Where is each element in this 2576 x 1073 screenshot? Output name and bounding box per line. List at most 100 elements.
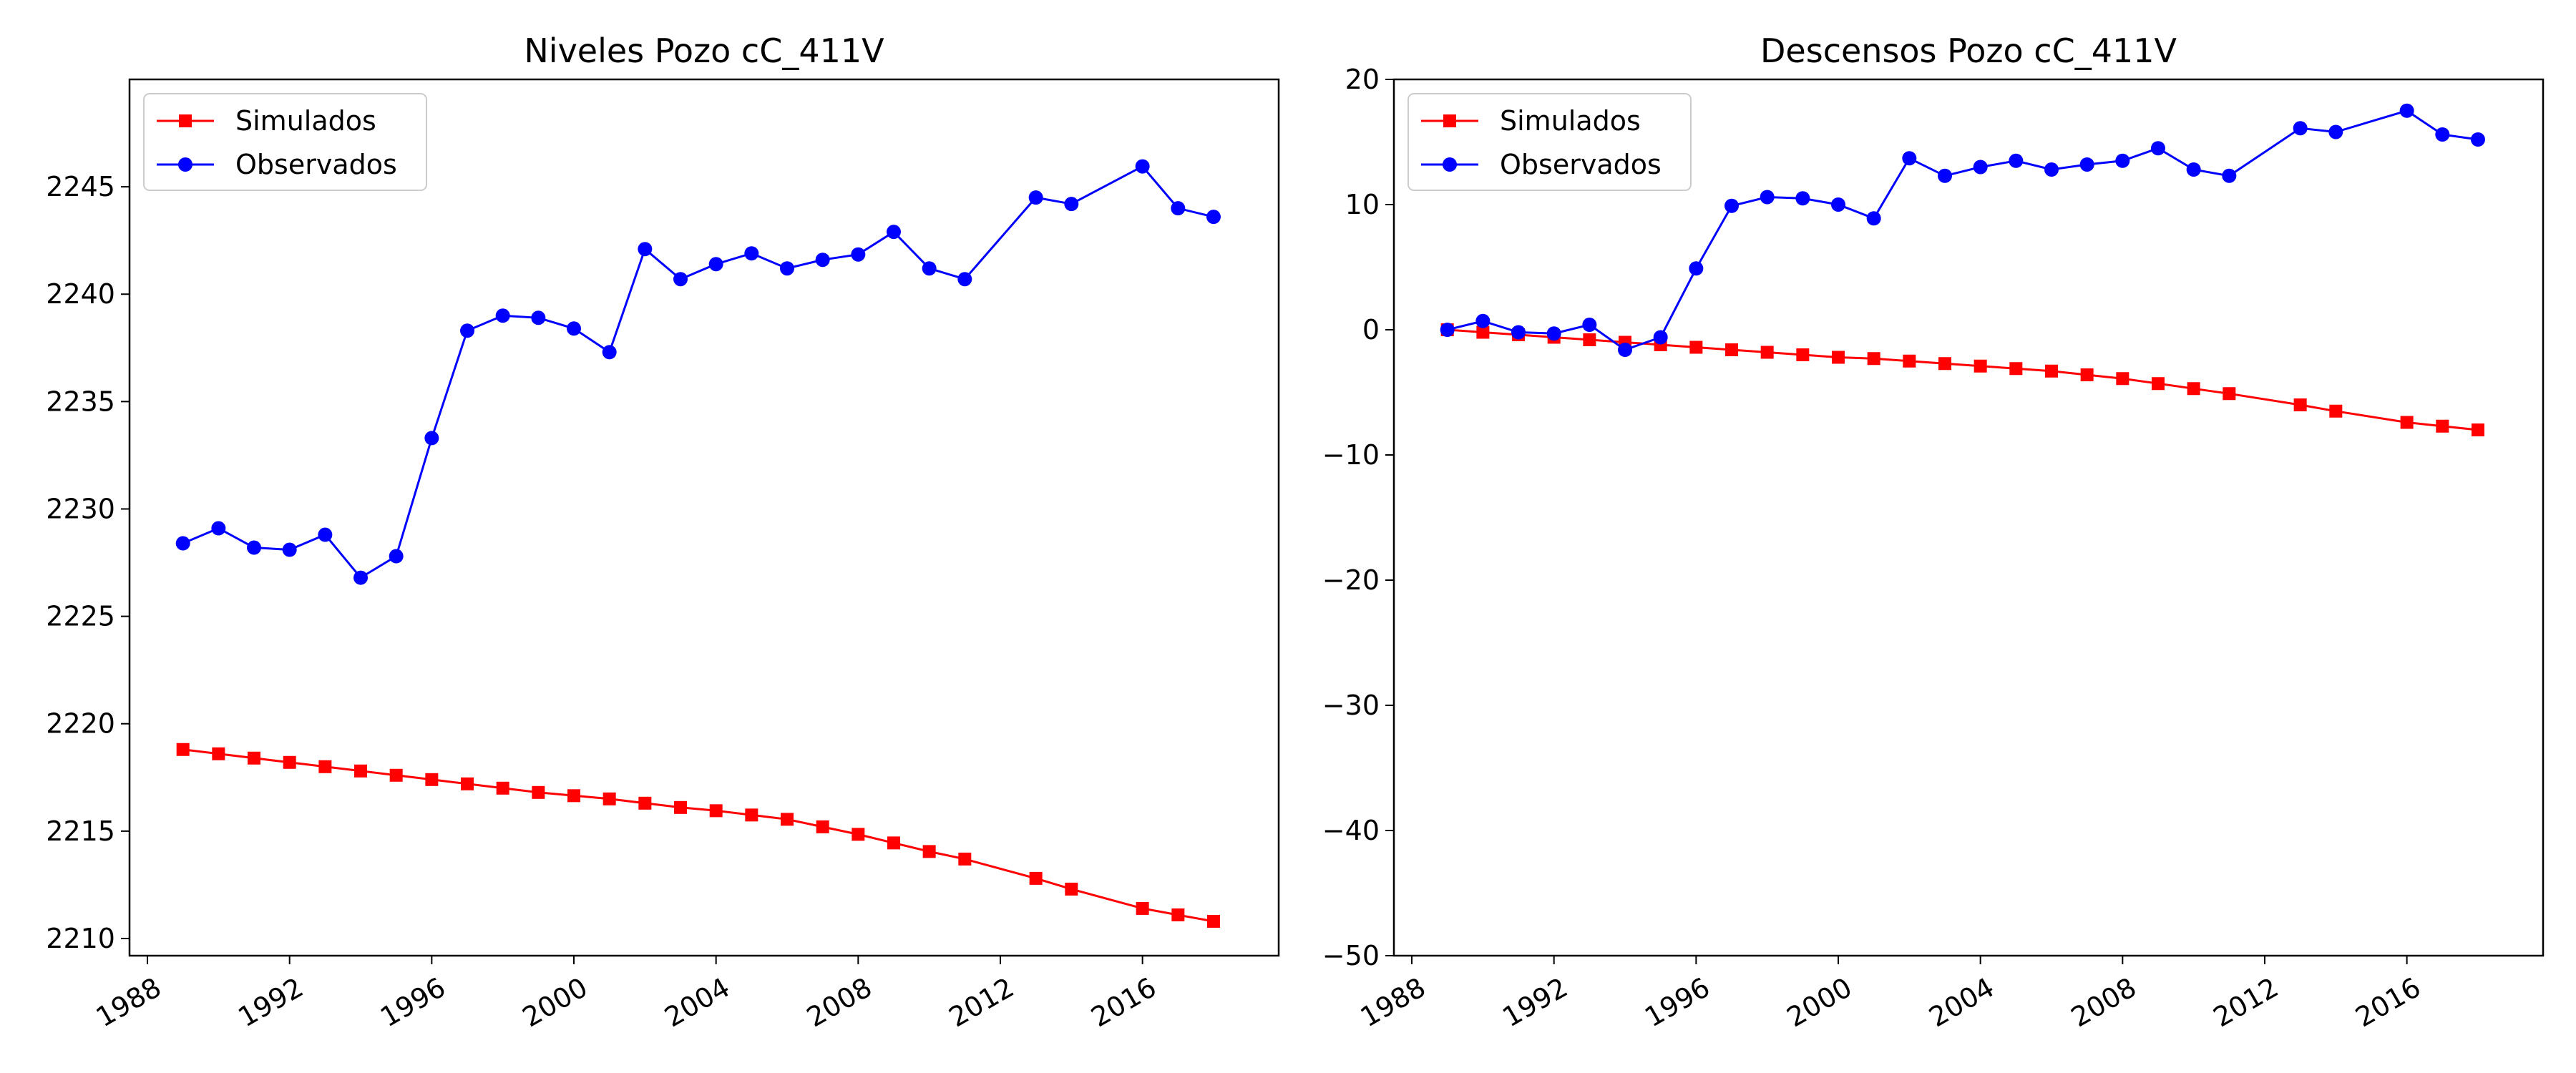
data-point [2293, 398, 2307, 411]
data-point [1511, 325, 1526, 340]
legend-label: Observados [235, 149, 397, 180]
data-point [1065, 882, 1078, 896]
x-tick-label: 2004 [1923, 971, 1999, 1033]
data-point [2222, 168, 2237, 183]
legend-box [143, 93, 427, 191]
data-point [2470, 132, 2485, 147]
legend-label: Simulados [235, 105, 376, 137]
data-point [922, 261, 937, 276]
legend-marker [1443, 157, 1457, 172]
chart-panel-2: Descensos Pozo cC_411V 1988 1992 1996 2000 20… [1322, 31, 2545, 1033]
data-point [922, 845, 936, 858]
data-point [1029, 871, 1043, 885]
data-point [1832, 351, 1845, 364]
data-point [567, 789, 581, 803]
data-point [282, 542, 297, 557]
data-point [2436, 419, 2449, 433]
data-point [389, 549, 404, 564]
x-tick-label: 1988 [91, 971, 167, 1033]
data-point [1618, 343, 1633, 357]
data-point [318, 527, 333, 542]
data-point [957, 272, 972, 287]
data-point [887, 836, 900, 850]
y-tick-label: 2220 [46, 708, 115, 740]
data-point [708, 257, 723, 272]
data-point [779, 261, 794, 276]
data-point [1206, 914, 1220, 928]
data-point [1475, 313, 1491, 328]
data-point [461, 777, 474, 790]
data-point [211, 521, 226, 536]
data-point [1725, 343, 1739, 356]
data-point [2293, 121, 2308, 136]
data-point [1206, 210, 1221, 225]
data-point [1760, 190, 1775, 205]
data-point [2044, 162, 2059, 177]
y-tick-label: 2230 [46, 493, 115, 524]
data-point [2223, 387, 2236, 401]
data-point [2151, 377, 2165, 391]
data-point [176, 743, 190, 756]
series-line-simulados [1447, 328, 2479, 431]
data-point [1582, 318, 1597, 332]
data-point [1546, 326, 1561, 341]
data-point [1171, 908, 1185, 921]
legend: Simulados Observados [143, 93, 427, 191]
data-point [1795, 191, 1810, 206]
data-point [1866, 211, 1881, 226]
data-point [602, 792, 616, 805]
data-point [886, 225, 901, 240]
y-tick-label: −40 [1322, 815, 1380, 846]
x-tick-label: 2016 [2350, 971, 2426, 1033]
y-tick-label: 2225 [46, 601, 115, 632]
data-point [2186, 162, 2201, 177]
x-tick-label: 2004 [659, 971, 735, 1033]
data-point [354, 764, 368, 778]
y-tick-label: 2240 [46, 278, 115, 310]
data-point [709, 804, 723, 818]
chart-panel-1: Niveles Pozo cC_411V 1988 1992 1996 2000 2004… [46, 31, 1280, 1033]
x-tick-label: 2008 [801, 971, 877, 1033]
data-point [2328, 124, 2343, 139]
data-point [1689, 340, 1703, 354]
data-point [638, 796, 652, 810]
data-point [2044, 364, 2058, 378]
data-point [1653, 330, 1668, 345]
y-tick-label: 2235 [46, 386, 115, 417]
y-tick-label: 2245 [46, 171, 115, 202]
data-point [2009, 153, 2024, 168]
x-tick-label: 1992 [1497, 971, 1573, 1033]
data-point [816, 820, 829, 833]
data-point [1831, 197, 1846, 212]
data-point [2079, 157, 2094, 172]
data-point [425, 773, 439, 786]
data-point [2399, 103, 2414, 118]
series-line-simulados [182, 748, 1214, 923]
data-point [815, 253, 830, 268]
data-point [424, 431, 439, 446]
data-point [1476, 325, 1490, 339]
legend: Simulados Observados [1407, 93, 1692, 191]
x-tick-label: 2000 [517, 971, 593, 1033]
data-point [1136, 901, 1149, 915]
legend-marker [179, 114, 192, 127]
data-point [674, 800, 688, 814]
x-tick-label: 1996 [375, 971, 451, 1033]
data-point [495, 308, 510, 323]
legend-marker [178, 157, 192, 172]
chart-title: Descensos Pozo cC_411V [1760, 31, 2177, 70]
data-point [247, 540, 262, 555]
data-point [1724, 198, 1740, 213]
data-point [248, 751, 261, 765]
data-point [1135, 159, 1150, 174]
data-point [175, 536, 190, 551]
axes-frame [128, 78, 1280, 957]
data-point [1902, 151, 1917, 166]
data-point [1867, 352, 1880, 366]
data-point [958, 852, 972, 866]
data-point [1760, 346, 1774, 359]
data-point [1064, 197, 1079, 212]
data-point [2150, 141, 2165, 156]
data-point [2329, 404, 2343, 418]
